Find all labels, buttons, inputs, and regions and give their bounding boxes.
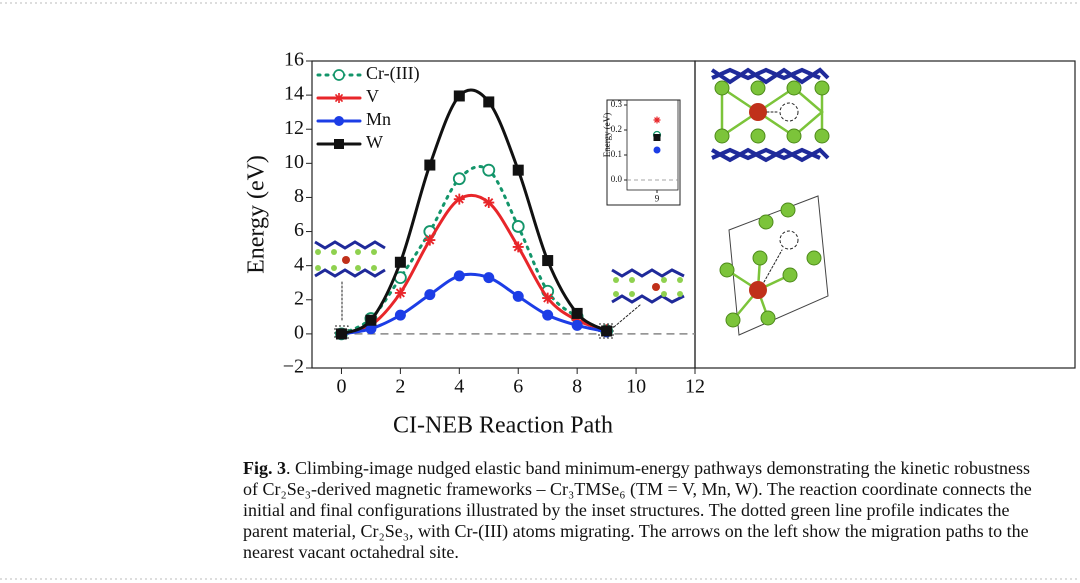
y-axis-label: Energy (eV)	[602, 113, 612, 158]
marker	[452, 172, 466, 186]
initial-structure	[314, 240, 386, 340]
caption-line: nearest vacant octahedral site.	[243, 542, 459, 562]
marker	[542, 292, 554, 304]
caption-label: Fig. 3	[243, 458, 286, 478]
y-tick-label: 0.1	[611, 149, 622, 159]
marker	[424, 234, 436, 246]
y-tick-label: 12	[284, 117, 304, 139]
final-structure	[598, 268, 685, 339]
legend-marker	[334, 93, 344, 103]
caption-line: initial and final configurations illustr…	[243, 500, 1009, 520]
marker	[365, 323, 377, 335]
marker	[453, 270, 465, 282]
x-tick-label: 0	[336, 376, 346, 398]
x-axis-label: CI-NEB Reaction Path	[393, 413, 613, 439]
marker	[424, 159, 436, 171]
structure-side-view	[710, 67, 830, 163]
y-tick-label: 0	[294, 321, 304, 343]
legend-marker	[333, 69, 345, 81]
y-tick-label: 0.0	[611, 174, 623, 184]
marker	[453, 90, 465, 102]
marker	[365, 314, 377, 326]
marker	[483, 272, 495, 284]
marker	[483, 197, 495, 209]
plot-frame	[311, 60, 696, 369]
marker	[571, 307, 583, 319]
y-tick-label: 6	[294, 219, 304, 241]
y-tick-label: 14	[284, 83, 304, 105]
y-tick-label: 8	[294, 185, 304, 207]
marker	[335, 328, 347, 340]
marker	[424, 289, 436, 301]
y-tick-label: 0.3	[611, 99, 623, 109]
marker	[571, 319, 583, 331]
legend-label: Mn	[366, 109, 391, 129]
marker	[653, 146, 661, 154]
series-line	[339, 193, 609, 336]
legend-marker	[334, 139, 344, 149]
y-tick-label: 2	[294, 287, 304, 309]
x-tick-label: 8	[572, 376, 582, 398]
marker	[482, 163, 496, 177]
structure-top-view	[719, 195, 829, 336]
marker	[453, 193, 465, 205]
y-tick-label: 4	[294, 253, 304, 275]
plot-frame	[626, 99, 679, 191]
y-axis-label: Energy (eV)	[244, 155, 270, 274]
x-tick-label: 10	[626, 376, 646, 398]
marker	[394, 309, 406, 321]
series-line	[339, 272, 609, 336]
y-tick-label: 0.2	[611, 124, 622, 134]
caption-line: Fig. 3. Climbing-image nudged elastic ba…	[243, 458, 1030, 478]
marker	[653, 116, 661, 124]
x-tick-label: 6	[513, 376, 523, 398]
marker	[512, 290, 524, 302]
marker	[542, 255, 554, 267]
y-tick-label: 16	[284, 49, 304, 71]
y-tick-label: −2	[283, 356, 304, 378]
marker	[483, 96, 495, 108]
legend-label: Cr-(III)	[366, 63, 420, 84]
marker	[394, 256, 406, 268]
x-tick-label: 12	[685, 376, 705, 398]
legend-marker	[334, 116, 344, 126]
series-line	[339, 165, 609, 336]
marker	[653, 134, 661, 141]
series-line	[339, 88, 609, 336]
marker	[511, 220, 525, 233]
legend-label: W	[366, 132, 383, 152]
x-tick-label: 2	[395, 376, 405, 398]
caption-text: . Climbing-image nudged elastic band min…	[286, 458, 1030, 478]
y-tick-label: 10	[284, 151, 304, 173]
marker	[542, 309, 554, 321]
x-tick-label: 9	[655, 193, 660, 203]
caption-line: parent material, Cr₂Se₃, with Cr-(III) a…	[243, 521, 1029, 542]
marker	[512, 164, 524, 176]
legend-label: V	[366, 86, 379, 106]
caption-line: of Cr₂Se₃-derived magnetic frameworks – …	[243, 479, 1032, 500]
x-tick-label: 4	[454, 376, 464, 398]
marker	[512, 241, 524, 253]
marker	[601, 325, 613, 337]
marker	[394, 287, 406, 299]
